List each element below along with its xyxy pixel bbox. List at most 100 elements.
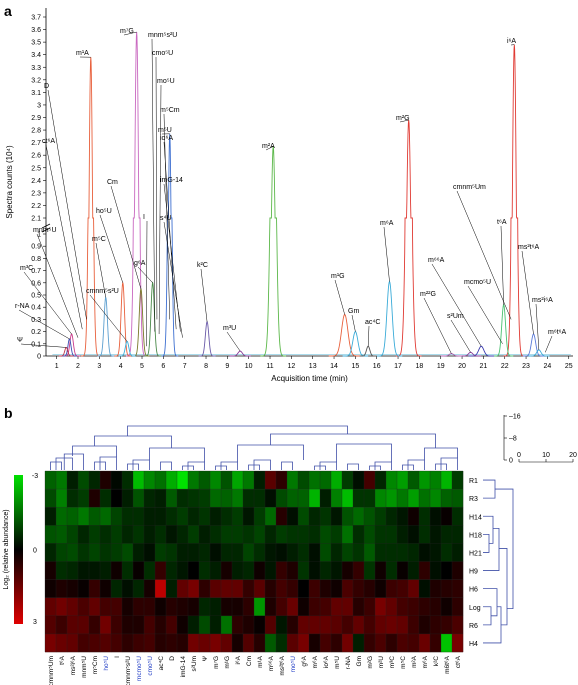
heatmap-cell <box>408 597 420 616</box>
y-tick-label: 0.5 <box>31 293 41 300</box>
heatmap-cell <box>364 525 376 544</box>
annotation-leader <box>89 294 128 342</box>
heatmap-cell <box>155 543 167 562</box>
heatmap-cell <box>133 561 145 580</box>
heatmap-cell <box>254 633 266 653</box>
annotation-leader <box>99 214 124 283</box>
heatmap-cell <box>331 525 343 544</box>
annotation-leader <box>351 314 356 332</box>
heatmap-cell <box>177 633 189 653</box>
heatmap-cell <box>199 615 211 635</box>
column-label: mcmo⁵U <box>136 656 143 681</box>
heatmap-cell <box>122 525 134 544</box>
heatmap-cell <box>452 615 464 635</box>
y-tick-label: 2.5 <box>31 165 41 172</box>
column-label: mo⁵U <box>290 656 297 673</box>
annotation-label: ms²i⁶A <box>532 297 553 304</box>
heatmap-cell <box>320 579 332 598</box>
heatmap-cell <box>232 543 244 562</box>
heatmap-cell <box>56 507 68 526</box>
column-label: g⁶A <box>301 655 308 666</box>
heatmap-cell <box>441 597 453 616</box>
heatmap-cell <box>100 543 112 562</box>
heatmap-cell <box>298 507 310 526</box>
annotation-leader <box>123 31 137 36</box>
annotation-label: mnm⁵U <box>33 227 57 234</box>
heatmap-cell <box>133 471 145 490</box>
heatmap-cell <box>199 579 211 598</box>
heatmap-cell <box>210 507 222 526</box>
heatmap-cell <box>386 507 398 526</box>
annotation-leader <box>367 325 370 347</box>
heatmap-cell <box>188 579 200 598</box>
heatmap-cell <box>397 615 409 635</box>
annotation-leader <box>265 146 274 151</box>
heatmap-cell <box>342 633 354 653</box>
heatmap-cell <box>309 471 321 490</box>
column-label: m²A <box>411 655 418 668</box>
column-label: m6t⁶A <box>444 655 451 674</box>
heatmap-cell <box>67 471 79 490</box>
heatmap-cell <box>397 561 409 580</box>
x-tick-label: 20 <box>458 363 466 370</box>
annotation-label: cmo⁵U <box>152 50 173 57</box>
heatmap-cell <box>254 615 266 635</box>
heatmap-cell <box>100 561 112 580</box>
annotation-label: r-NA <box>15 303 30 310</box>
heatmap-cell <box>276 471 288 490</box>
x-axis-title: Acquisition time (min) <box>271 374 348 383</box>
heatmap-cell <box>89 561 101 580</box>
heatmap-cell <box>320 543 332 562</box>
y-tick-label: 3.3 <box>31 65 41 72</box>
heatmap-cell <box>298 543 310 562</box>
column-label: cmnm⁵Um <box>48 656 55 685</box>
heatmap-cell <box>166 633 178 653</box>
heatmap-cell <box>188 597 200 616</box>
annotation-leader <box>158 84 162 335</box>
column-label: m¹G <box>224 656 231 669</box>
heatmap-cell <box>166 561 178 580</box>
heatmap-cell <box>177 615 189 635</box>
heatmap-cell <box>177 561 189 580</box>
x-tick-label: 3 <box>97 363 101 370</box>
heatmap-cell <box>309 579 321 598</box>
heatmap-cell <box>276 597 288 616</box>
heatmap-cell <box>353 489 365 508</box>
y-tick-label: 3 <box>37 102 41 109</box>
row-label: H4 <box>469 641 478 648</box>
peak-k²C <box>198 321 216 357</box>
heatmap-cell <box>232 507 244 526</box>
heatmap-cell <box>199 561 211 580</box>
x-tick-label: 25 <box>565 363 573 370</box>
x-tick-label: 16 <box>373 363 381 370</box>
annotation-leader <box>500 225 504 305</box>
column-label: m⁵U <box>334 656 341 669</box>
heatmap-cell <box>89 543 101 562</box>
heatmap-cell <box>177 597 189 616</box>
heatmap-cell <box>419 615 431 635</box>
heatmap-cell <box>144 597 156 616</box>
scale-tick-label: 20 <box>569 452 577 459</box>
heatmap-cell <box>199 543 211 562</box>
heatmap-cell <box>298 561 310 580</box>
heatmap-cell <box>309 507 321 526</box>
heatmap-cell <box>309 597 321 616</box>
heatmap-cell <box>254 579 266 598</box>
heatmap-cell <box>45 615 57 635</box>
x-tick-label: 12 <box>287 363 295 370</box>
y-tick-label: 0.8 <box>31 256 41 263</box>
heatmap-cell <box>221 633 233 653</box>
heatmap-cell <box>232 471 244 490</box>
annotation-leader <box>383 226 390 282</box>
y-tick-label: 3.6 <box>31 27 41 34</box>
heatmap-cell <box>155 615 167 635</box>
heatmap-cell <box>452 597 464 616</box>
heatmap-cell <box>364 561 376 580</box>
heatmap-cell <box>188 633 200 653</box>
y-axis-title: Spectra counts (10⁴) <box>5 145 14 219</box>
column-label: m¹A <box>257 655 264 668</box>
heatmap-cell <box>309 525 321 544</box>
heatmap-cell <box>265 507 277 526</box>
column-dendrogram-branch <box>407 459 425 470</box>
